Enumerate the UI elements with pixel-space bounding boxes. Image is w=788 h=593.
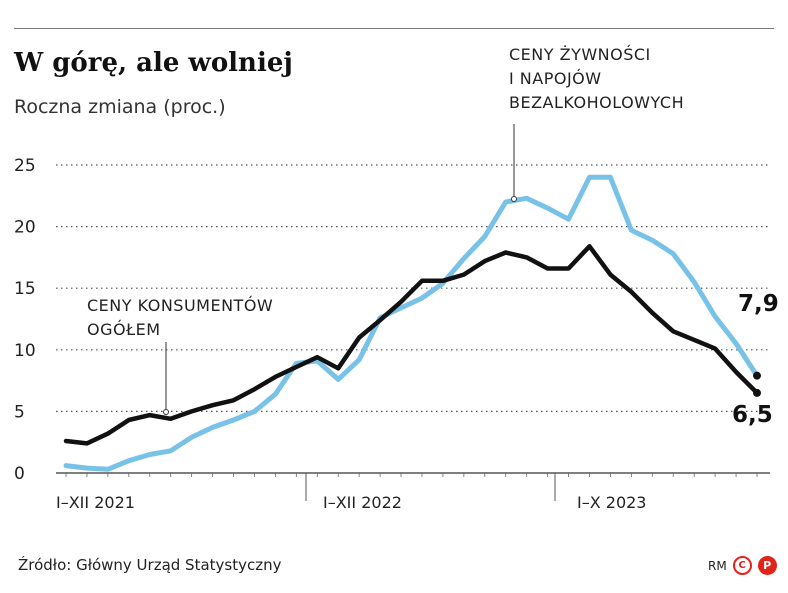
- y-tick-label: 10: [14, 341, 36, 361]
- cpi-end-label: 6,5: [732, 402, 773, 428]
- cpi-end-dot: [753, 388, 761, 397]
- x-tick-label: I–XII 2021: [56, 493, 135, 512]
- chart-title: W górę, ale wolniej: [14, 48, 293, 78]
- y-tick-label: 0: [14, 464, 25, 484]
- food-prices-line: [63, 174, 760, 472]
- food-annotation-line: CENY ŻYWNOŚCI: [509, 45, 651, 64]
- series-lines: [63, 174, 760, 472]
- chart-subtitle: Roczna zmiana (proc.): [14, 96, 226, 118]
- top-rule: [14, 28, 774, 29]
- food-annotation-line: BEZALKOHOLOWYCH: [509, 93, 684, 112]
- y-tick-label: 20: [14, 218, 36, 238]
- cpi-annotation-line: CENY KONSUMENTÓW: [87, 296, 273, 315]
- y-axis-tick-labels: 0 5 10 15 20 25: [14, 156, 36, 484]
- food-end-dot: [753, 371, 761, 380]
- food-end-label: 7,9: [738, 291, 779, 317]
- publisher-logo-p-icon: P: [757, 556, 777, 575]
- food-leader-dot: [511, 196, 517, 202]
- x-tick-label: I–XII 2022: [323, 493, 402, 512]
- y-tick-label: 5: [14, 402, 25, 422]
- cpi-annotation-line: OGÓŁEM: [87, 320, 161, 339]
- y-tick-label: 25: [14, 156, 36, 176]
- x-axis: I–XII 2021 I–XII 2022 I–X 2023: [56, 472, 770, 512]
- cpi-line: [63, 244, 760, 446]
- publisher-logo-c-icon: C: [732, 556, 752, 575]
- source-note: Źródło: Główny Urząd Statystyczny: [18, 556, 282, 574]
- x-tick-label: I–X 2023: [577, 493, 646, 512]
- credits: RM C P: [708, 556, 777, 575]
- grid-lines: [56, 164, 770, 412]
- y-tick-label: 15: [14, 279, 36, 299]
- author-initials: RM: [708, 558, 727, 573]
- cpi-leader-dot: [163, 409, 169, 415]
- food-annotation-line: I NAPOJÓW: [509, 69, 602, 88]
- annotations: 7,9 6,5 CENY ŻYWNOŚCI I NAPOJÓW BEZALKOHOLOW…: [87, 45, 779, 428]
